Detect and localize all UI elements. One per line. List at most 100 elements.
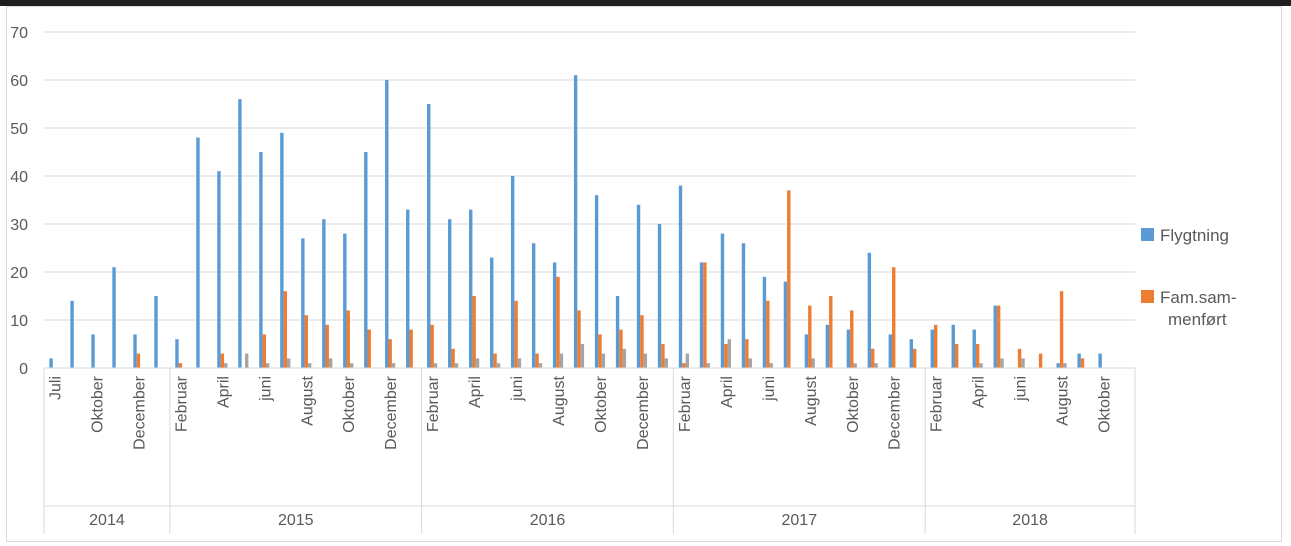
bars	[49, 75, 1102, 368]
bar	[745, 339, 749, 368]
bar	[262, 334, 266, 368]
bar	[70, 300, 74, 368]
bar	[829, 296, 833, 368]
bar	[853, 363, 857, 368]
bar	[307, 363, 312, 368]
bar	[580, 344, 585, 368]
bar	[741, 243, 746, 368]
bar	[328, 358, 333, 368]
y-tick-label: 40	[10, 169, 28, 186]
bar	[364, 152, 368, 368]
bar	[594, 195, 599, 368]
y-tick-label: 30	[10, 217, 28, 234]
bar	[933, 324, 938, 368]
bar	[678, 185, 683, 368]
bar	[1056, 363, 1060, 368]
bar	[825, 324, 830, 368]
bar	[766, 300, 770, 368]
x-tick-label: Oktober	[593, 375, 610, 433]
bar	[682, 363, 686, 368]
bar	[748, 358, 752, 368]
year-label: 2015	[278, 512, 314, 529]
bar	[643, 353, 648, 368]
bar	[636, 204, 641, 368]
bar	[49, 358, 53, 368]
y-tick-label: 10	[10, 313, 28, 330]
bar	[909, 339, 913, 368]
x-tick-label: Februar	[677, 375, 694, 432]
gridlines	[44, 31, 1135, 321]
bar	[552, 262, 557, 368]
bar	[699, 262, 704, 368]
legend-swatch	[1141, 228, 1154, 241]
bar	[975, 344, 980, 368]
bar	[454, 363, 459, 368]
bar	[496, 363, 501, 368]
bar	[892, 267, 896, 368]
bar	[979, 363, 983, 368]
x-tick-label: Februar	[929, 375, 946, 432]
x-tick-label: August	[299, 375, 316, 425]
bar	[871, 348, 875, 368]
bar	[556, 276, 560, 368]
x-tick-label: Februar	[425, 375, 442, 432]
bar	[598, 334, 602, 368]
bar	[286, 358, 291, 368]
legend: Flygtning Fam.sam-menført	[1141, 226, 1237, 329]
bar	[1000, 358, 1004, 368]
chart-frame	[6, 6, 1282, 542]
legend-swatch	[1141, 290, 1154, 303]
bar	[514, 300, 518, 368]
bar	[535, 353, 539, 368]
bar	[787, 190, 791, 368]
bar	[112, 267, 116, 368]
bar	[349, 363, 354, 368]
x-tick-label: August	[1055, 375, 1072, 425]
x-tick-label: December	[383, 375, 400, 449]
bar	[1098, 353, 1102, 368]
x-tick-label: December	[131, 375, 148, 449]
bar	[720, 233, 725, 368]
bar	[325, 324, 329, 368]
bar	[993, 305, 997, 368]
bar	[685, 353, 690, 368]
bar	[661, 344, 665, 368]
x-tick-label: April	[215, 376, 232, 408]
x-tick-label: juni	[1013, 376, 1030, 402]
bar	[559, 353, 564, 368]
bar	[615, 296, 620, 368]
bar	[301, 238, 305, 368]
bar	[913, 348, 917, 368]
x-tick-label: Oktober	[845, 375, 862, 433]
bar	[850, 310, 854, 368]
bar	[996, 305, 1001, 368]
y-tick-label: 0	[19, 361, 28, 378]
x-tick-label: December	[635, 375, 652, 449]
x-tick-label: August	[803, 375, 820, 425]
x-tick-label: Oktober	[1097, 375, 1114, 433]
bar	[867, 252, 872, 368]
bar	[811, 358, 815, 368]
bar	[409, 329, 413, 368]
x-tick-label: Juli	[47, 376, 64, 400]
bar	[510, 176, 515, 368]
bar	[874, 363, 878, 368]
year-label: 2016	[530, 512, 566, 529]
bar	[406, 209, 410, 368]
bar	[217, 171, 221, 368]
legend-label: Flygtning	[1160, 226, 1229, 245]
bar	[178, 363, 183, 368]
bar	[224, 363, 228, 368]
bar	[951, 324, 955, 368]
bar	[706, 363, 710, 368]
bar	[238, 99, 242, 368]
legend-label: Fam.sam-menført	[1160, 288, 1237, 329]
bar	[622, 348, 627, 368]
bar	[220, 353, 225, 368]
year-label: 2014	[89, 512, 125, 529]
x-tick-label: December	[887, 375, 904, 449]
bar	[391, 363, 396, 368]
bar	[388, 339, 392, 368]
bar	[664, 358, 669, 368]
x-tick-label: Oktober	[89, 375, 106, 433]
